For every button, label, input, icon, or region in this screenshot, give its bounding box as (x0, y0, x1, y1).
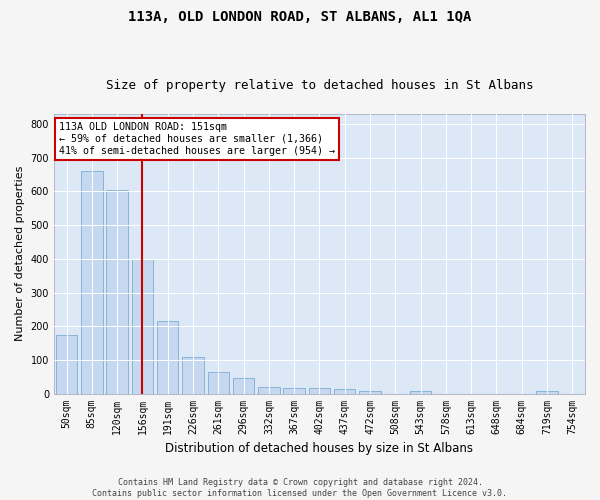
Bar (283, 388, 305, 394)
Bar (157, 321, 178, 394)
Text: 113A, OLD LONDON ROAD, ST ALBANS, AL1 1QA: 113A, OLD LONDON ROAD, ST ALBANS, AL1 1Q… (128, 10, 472, 24)
Bar (233, 378, 254, 394)
Text: 113A OLD LONDON ROAD: 151sqm
← 59% of detached houses are smaller (1,366)
41% of: 113A OLD LONDON ROAD: 151sqm ← 59% of de… (59, 122, 335, 156)
Y-axis label: Number of detached properties: Number of detached properties (15, 166, 25, 342)
Bar (56, 334, 77, 394)
Bar (410, 391, 431, 394)
Bar (258, 387, 280, 394)
Bar (106, 190, 128, 394)
Bar (131, 259, 153, 394)
Bar (81, 172, 103, 394)
Bar (182, 356, 204, 394)
Bar (208, 372, 229, 394)
X-axis label: Distribution of detached houses by size in St Albans: Distribution of detached houses by size … (166, 442, 473, 455)
Bar (536, 391, 558, 394)
Title: Size of property relative to detached houses in St Albans: Size of property relative to detached ho… (106, 79, 533, 92)
Bar (334, 389, 355, 394)
Text: Contains HM Land Registry data © Crown copyright and database right 2024.
Contai: Contains HM Land Registry data © Crown c… (92, 478, 508, 498)
Bar (309, 388, 330, 394)
Bar (359, 391, 381, 394)
